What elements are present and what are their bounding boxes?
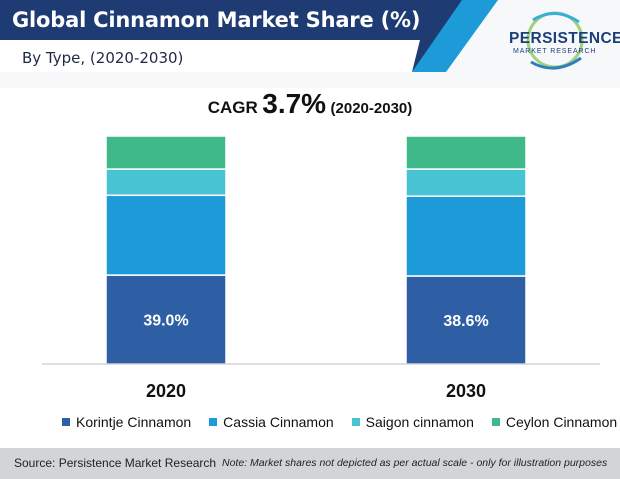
legend-item-ceylon-cinnamon: Ceylon Cinnamon [491,414,618,430]
stacked-bar-chart: 39.0% 38.6% 2020 2030 [42,135,600,401]
legend-swatch [62,418,70,427]
x-tick-labels: 2020 2030 [146,381,486,401]
bar-2020-saigon-cinnamon [105,168,227,197]
legend-label: Ceylon Cinnamon [505,414,618,430]
legend-item-korintje-cinnamon: Korintje Cinnamon [62,414,191,430]
legend-swatch [209,418,218,427]
cagr-value: 3.7% [262,88,327,119]
bars-group: 39.0% 38.6% [105,135,527,365]
legend-label: Saigon cinnamon [365,414,474,430]
data-label-2030: 38.6% [443,313,488,330]
logo-subtext: MARKET RESEARCH [513,48,597,55]
x-tick-label-2030: 2030 [446,381,486,401]
bar-2030-cassia-cinnamon [405,195,527,277]
legend-label: Cassia Cinnamon [223,414,334,430]
legend: Korintje Cinnamon Cassia Cinnamon Saigon c… [62,414,620,430]
x-tick-label-2020: 2020 [146,381,186,401]
cagr-period: (2020-2030) [330,100,413,117]
data-label-2020: 39.0% [143,313,188,330]
bar-2030-korintje-cinnamon [405,275,527,365]
logo-text: PERSISTENCE [509,30,620,47]
bar-2020-korintje-cinnamon [105,274,227,365]
chart-subtitle: By Type, (2020-2030) [22,49,184,67]
legend-swatch [491,418,500,427]
header-band-shape [0,0,498,72]
bar-2020-ceylon-cinnamon [105,135,227,170]
source-text: Source: Persistence Market Research [14,456,217,470]
header-banner: Global Cinnamon Market Share (%) By Type… [0,0,620,88]
chart-title: Global Cinnamon Market Share (%) [12,8,421,32]
note-text: Note: Market shares not depicted as per … [222,457,608,469]
legend-swatch [351,418,360,427]
legend-item-cassia-cinnamon: Cassia Cinnamon [209,414,334,430]
legend-item-saigon-cinnamon: Saigon cinnamon [351,414,474,430]
legend-label: Korintje Cinnamon [76,414,192,430]
bar-2030-saigon-cinnamon [405,168,527,197]
bar-2020-cassia-cinnamon [105,194,227,276]
cagr-label: CAGR [207,98,258,117]
bar-2030-ceylon-cinnamon [405,135,527,170]
globe-swirl-icon [526,11,584,70]
cagr-annotation: CAGR 3.7% (2020-2030) [0,88,620,120]
footer-bar: Source: Persistence Market Research Note… [0,448,620,479]
